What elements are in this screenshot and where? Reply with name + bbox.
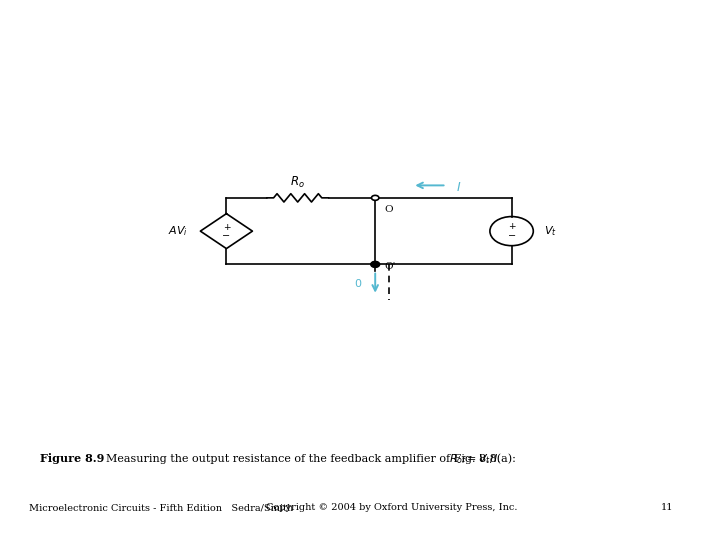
Text: +: + bbox=[222, 224, 230, 232]
Text: O: O bbox=[384, 205, 393, 214]
Text: $V_t$: $V_t$ bbox=[544, 224, 557, 238]
Text: $I$: $I$ bbox=[456, 181, 461, 194]
Circle shape bbox=[372, 262, 379, 267]
Text: $R_{of}$ = $V_t/I$.: $R_{of}$ = $V_t/I$. bbox=[449, 451, 500, 465]
Text: $0$: $0$ bbox=[354, 277, 363, 289]
Circle shape bbox=[371, 261, 379, 267]
Text: −: − bbox=[508, 232, 516, 241]
Text: −: − bbox=[222, 232, 230, 241]
Text: Measuring the output resistance of the feedback amplifier of Fig. 8.8(a):: Measuring the output resistance of the f… bbox=[99, 453, 518, 464]
Text: Microelectronic Circuits - Fifth Edition   Sedra/Smith: Microelectronic Circuits - Fifth Edition… bbox=[29, 503, 293, 512]
Text: +: + bbox=[508, 221, 516, 231]
Text: $R_o$: $R_o$ bbox=[290, 176, 305, 191]
Text: Figure 8.9: Figure 8.9 bbox=[40, 453, 104, 464]
Text: O': O' bbox=[384, 262, 396, 271]
Circle shape bbox=[372, 195, 379, 200]
Text: Copyright © 2004 by Oxford University Press, Inc.: Copyright © 2004 by Oxford University Pr… bbox=[266, 503, 518, 512]
Text: 11: 11 bbox=[661, 503, 673, 512]
Text: $AV_i$: $AV_i$ bbox=[168, 224, 188, 238]
